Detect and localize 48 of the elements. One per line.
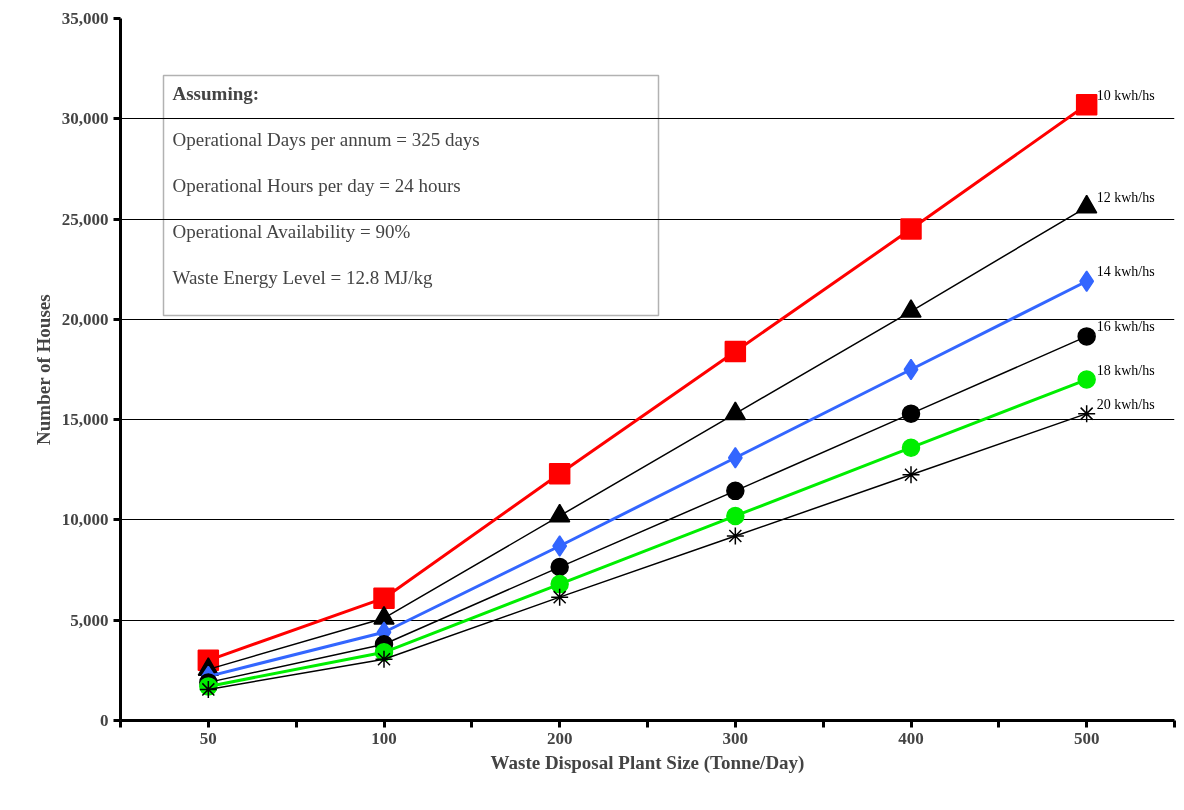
y-tick-label: 20,000	[61, 309, 109, 329]
point	[900, 218, 922, 240]
x-tick-label: 100	[371, 728, 397, 748]
y-tick-label: 15,000	[61, 410, 109, 430]
x-tick-label: 300	[722, 728, 749, 748]
series-label: 16 kwh/hs	[1096, 319, 1155, 335]
y-tick-label: 30,000	[61, 109, 109, 129]
point	[1079, 270, 1095, 292]
annotation: Operational Availability = 90%	[172, 220, 411, 242]
point	[724, 340, 747, 363]
series-label: 12 kwh/hs	[1096, 190, 1155, 206]
point	[374, 650, 394, 669]
point	[726, 526, 745, 546]
point	[901, 404, 921, 423]
x-tick-label: 50	[199, 728, 217, 748]
point	[901, 438, 921, 457]
series-label: 10 kwh/hs	[1096, 87, 1155, 103]
point	[726, 481, 745, 501]
point	[901, 465, 921, 485]
y-tick-label: 0	[100, 711, 109, 730]
point	[548, 463, 571, 485]
point	[727, 447, 743, 469]
series-label: 14 kwh/hs	[1096, 264, 1155, 280]
y-tick-label: 10,000	[61, 510, 109, 530]
annotation: Operational Days per annum = 325 days	[172, 128, 480, 150]
point	[552, 535, 568, 557]
point	[1075, 94, 1098, 116]
point	[373, 587, 395, 609]
y-tick-label: 35,000	[61, 9, 109, 28]
x-tick-label: 400	[898, 728, 924, 748]
point	[550, 574, 569, 594]
annotation: Waste Energy Level = 12.8 MJ/kg	[172, 266, 434, 288]
series-label: 20 kwh/hs	[1096, 396, 1155, 412]
y-tick-label: 5,000	[70, 610, 109, 630]
annotation: Assuming:	[172, 82, 260, 104]
point	[1077, 327, 1096, 346]
x-axis-title: Waste Disposal Plant Size (Tonne/Day)	[490, 751, 805, 774]
y-tick-label: 25,000	[61, 209, 109, 229]
point	[1077, 370, 1096, 389]
point	[550, 587, 569, 607]
series-label: 18 kwh/hs	[1096, 362, 1155, 378]
point	[1077, 404, 1096, 423]
x-tick-label: 500	[1073, 728, 1100, 748]
point	[726, 506, 745, 526]
x-tick-label: 200	[546, 728, 573, 748]
point	[550, 557, 569, 577]
y-axis-title: Number of Houses	[32, 294, 54, 445]
annotation: Operational Hours per day = 24 hours	[172, 174, 461, 196]
